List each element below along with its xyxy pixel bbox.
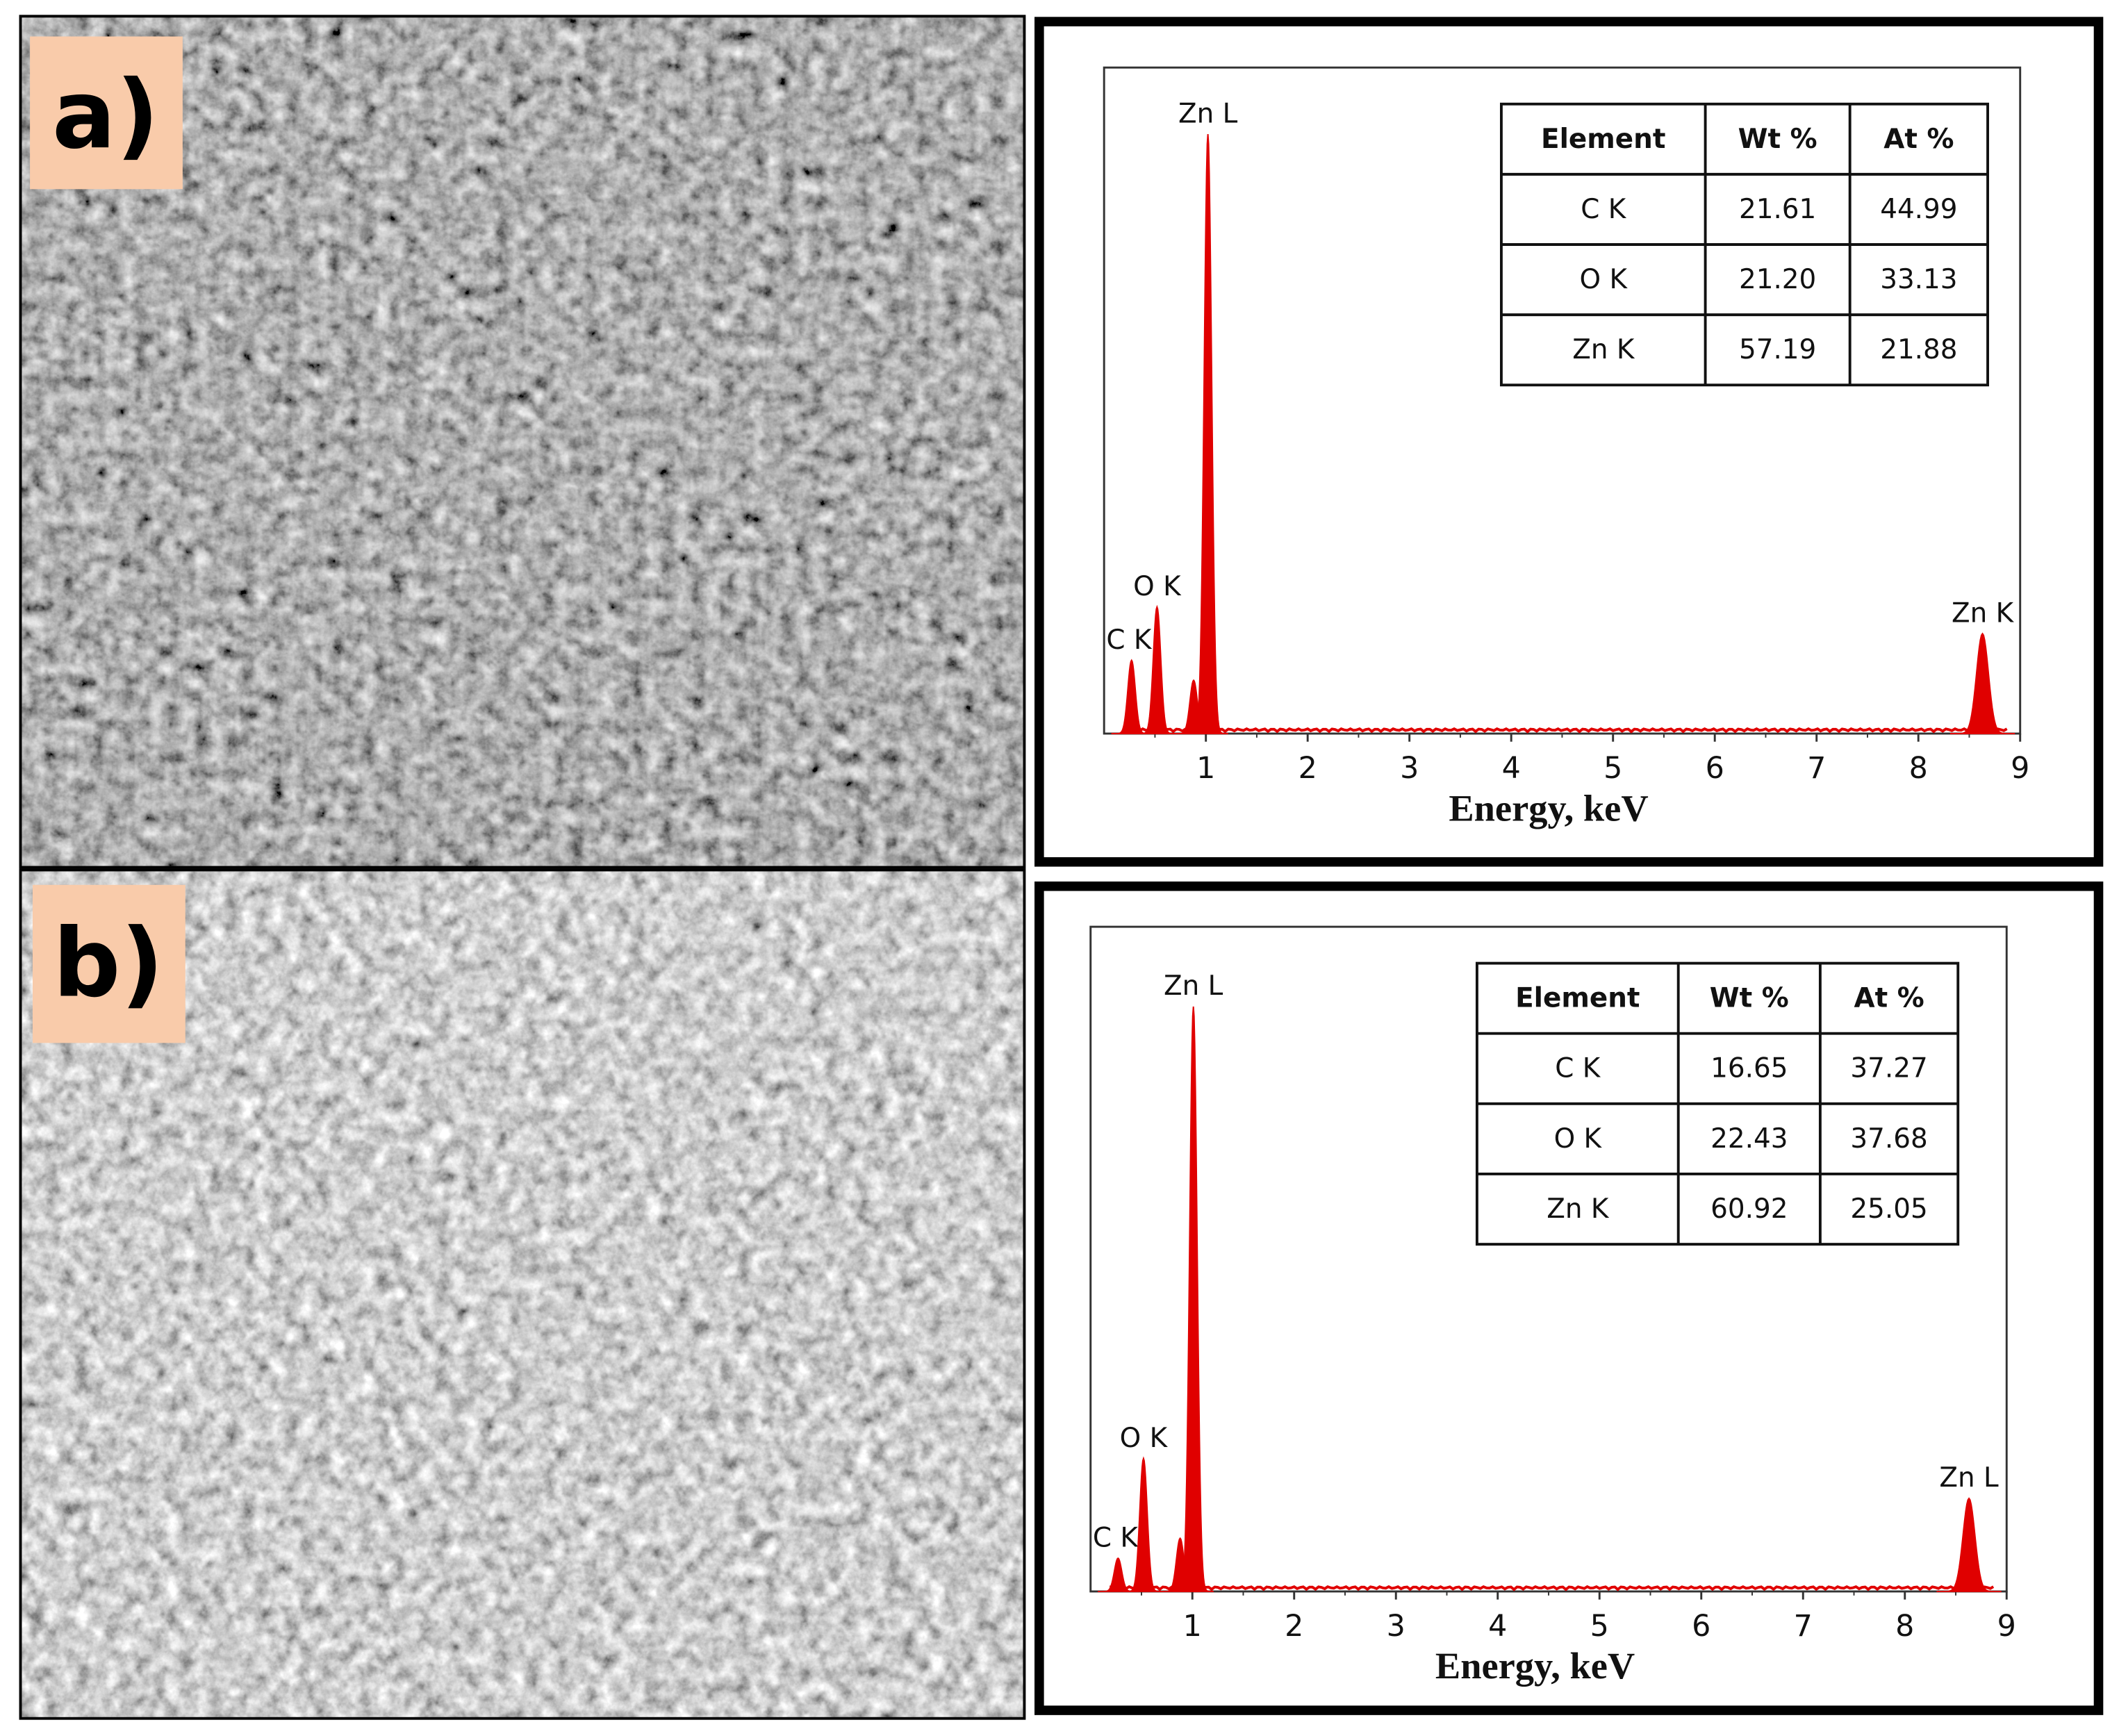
sem-image (19, 15, 1026, 869)
peak-label: Zn L (1178, 98, 1238, 129)
table-cell: Zn K (1547, 1193, 1610, 1225)
table-cell: C K (1555, 1053, 1601, 1084)
x-tick-label: 5 (1603, 751, 1622, 786)
peak-label: Zn L (1164, 970, 1223, 1002)
peak (1137, 604, 1178, 734)
x-tick-label: 4 (1488, 1609, 1507, 1644)
peak (1173, 1006, 1214, 1592)
x-tick-label: 2 (1298, 751, 1317, 786)
panel-label: b) (53, 909, 164, 1018)
peak (1936, 1497, 2002, 1592)
table-cell: 37.68 (1850, 1123, 1927, 1155)
peak-label: Zn L (1939, 1462, 1999, 1494)
table-cell: 37.27 (1850, 1053, 1927, 1084)
x-tick-label: 9 (1997, 1609, 2016, 1644)
sem-border (19, 868, 1026, 1720)
table-header: Element (1541, 124, 1665, 155)
table-cell: 22.43 (1710, 1123, 1788, 1155)
table-cell: 44.99 (1880, 194, 1957, 225)
x-axis-label: Energy, keV (1449, 786, 1648, 829)
x-tick-label: 8 (1895, 1609, 1914, 1644)
x-tick-label: 8 (1909, 751, 1928, 786)
table-cell: O K (1580, 264, 1629, 295)
table-cell: Zn K (1572, 334, 1635, 365)
sem-border (19, 15, 1026, 869)
table-cell: C K (1581, 194, 1627, 225)
peak-label: C K (1093, 1522, 1139, 1553)
label-box (30, 36, 183, 190)
peak-label: C K (1106, 625, 1153, 656)
x-tick-label: 5 (1590, 1609, 1609, 1644)
table-header: Wt % (1710, 983, 1789, 1014)
table-cell: 60.92 (1710, 1193, 1788, 1225)
x-tick-label: 9 (2011, 751, 2029, 786)
table-cell: O K (1554, 1123, 1603, 1155)
table-header: Element (1515, 983, 1640, 1014)
table-cell: 57.19 (1739, 334, 1816, 365)
x-tick-label: 2 (1285, 1609, 1303, 1644)
table-cell: 25.05 (1850, 1193, 1927, 1225)
table-cell: 21.20 (1739, 264, 1816, 295)
baseline (1110, 1585, 1995, 1592)
peak (1949, 632, 2015, 734)
x-tick-label: 6 (1692, 1609, 1710, 1644)
table-cell: 33.13 (1880, 264, 1957, 295)
table-header: At % (1883, 124, 1954, 155)
peak-label: O K (1133, 571, 1182, 602)
table-header: Wt % (1738, 124, 1817, 155)
peak-label: O K (1120, 1423, 1169, 1454)
table-header: At % (1854, 983, 1924, 1014)
x-axis-label: Energy, keV (1435, 1644, 1635, 1687)
peak (1123, 1456, 1164, 1592)
x-tick-label: 7 (1794, 1609, 1813, 1644)
peak-label: Zn K (1952, 597, 2015, 629)
x-tick-label: 6 (1706, 751, 1724, 786)
x-tick-label: 1 (1183, 1609, 1202, 1644)
peak (1187, 134, 1228, 734)
x-tick-label: 3 (1387, 1609, 1405, 1644)
panel-label: a) (52, 60, 159, 170)
x-tick-label: 1 (1196, 751, 1215, 786)
sem-image (20, 870, 1025, 1719)
table-cell: 16.65 (1710, 1053, 1788, 1084)
x-tick-label: 3 (1400, 751, 1419, 786)
table-cell: 21.61 (1739, 194, 1816, 225)
x-tick-label: 7 (1807, 751, 1826, 786)
label-box (32, 884, 185, 1043)
x-tick-label: 4 (1502, 751, 1521, 786)
table-cell: 21.88 (1880, 334, 1957, 365)
baseline (1123, 727, 2008, 734)
